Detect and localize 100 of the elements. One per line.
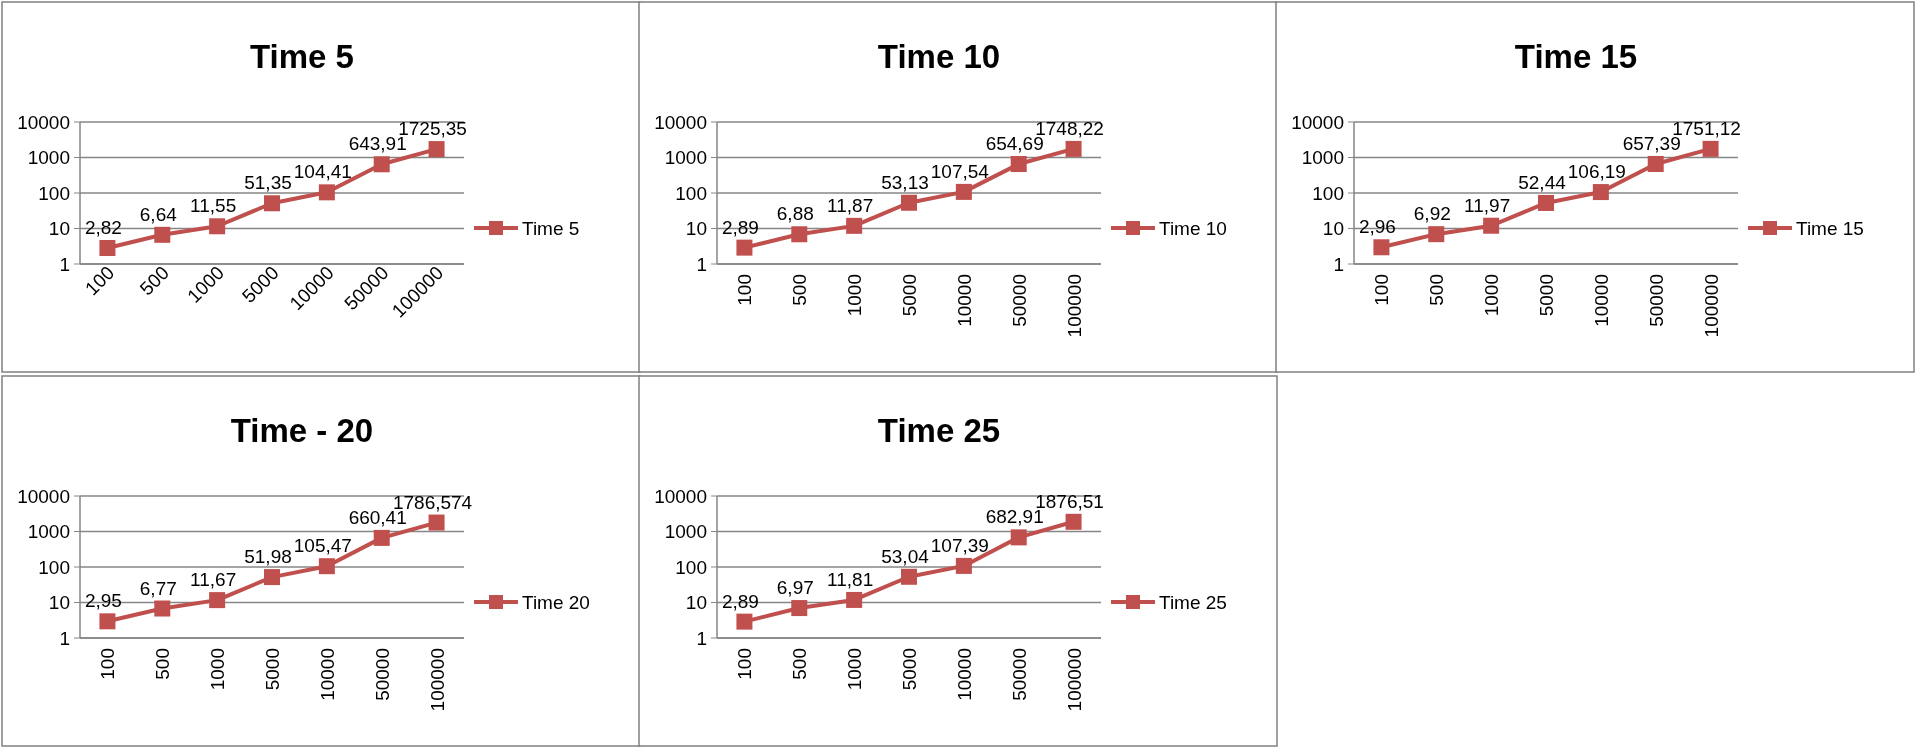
point [955, 557, 972, 574]
data-label: 2,89 [721, 590, 759, 612]
y-tick-label: 100 [1312, 182, 1344, 204]
data-label: 53,13 [881, 171, 929, 193]
point [1010, 529, 1027, 546]
x-tick-label: 5000 [899, 648, 920, 691]
y-tick-label: 10000 [654, 111, 707, 133]
x-tick-label: 100000 [426, 648, 448, 712]
data-label: 52,44 [1518, 171, 1567, 193]
data-label: 1876,51 [1035, 490, 1104, 512]
x-tick-label: 100 [1371, 274, 1393, 306]
data-label: 107,54 [930, 160, 990, 182]
data-label: 6,88 [776, 203, 814, 225]
x-tick-label: 500 [789, 274, 811, 306]
point [264, 195, 280, 212]
data-label: 11,67 [190, 569, 237, 591]
legend-label: Time 15 [1796, 217, 1864, 239]
x-tick-label: 5000 [1536, 274, 1557, 317]
x-tick-label: 10000 [953, 274, 975, 327]
point [736, 613, 753, 630]
data-label: 6,64 [139, 203, 178, 225]
y-tick-label: 10000 [17, 111, 70, 133]
y-tick-label: 1000 [27, 521, 70, 543]
point [1538, 194, 1554, 211]
data-label: 51,35 [244, 172, 292, 194]
point [791, 600, 808, 617]
x-tick-label: 50000 [371, 648, 393, 701]
point [1428, 226, 1445, 243]
x-tick-label: 500 [152, 648, 174, 680]
x-tick-label: 50000 [1645, 274, 1667, 327]
data-label: 11,81 [827, 568, 874, 590]
y-tick-label: 100 [38, 556, 70, 578]
data-label: 107,39 [930, 534, 989, 556]
y-tick-label: 1 [59, 627, 70, 649]
point [154, 600, 171, 617]
data-label: 11,55 [190, 195, 237, 217]
y-tick-label: 10000 [17, 485, 70, 507]
data-label: 2,82 [84, 217, 122, 239]
data-label: 6,97 [776, 577, 814, 599]
data-label: 6,77 [139, 577, 177, 599]
point [791, 226, 808, 243]
y-tick-label: 10 [1322, 218, 1344, 240]
y-tick-label: 10 [685, 218, 707, 240]
point [1702, 140, 1719, 157]
y-tick-label: 1000 [664, 147, 707, 169]
data-label: 11,87 [827, 194, 874, 216]
point [373, 529, 390, 546]
point [318, 558, 335, 575]
x-tick-label: 500 [789, 648, 811, 680]
x-tick-label: 100 [734, 274, 756, 306]
y-tick-label: 10 [48, 218, 70, 240]
x-tick-label: 50000 [1008, 648, 1030, 701]
legend-label: Time 10 [1159, 217, 1227, 239]
x-tick-label: 5000 [262, 648, 283, 691]
legend-label: Time 20 [522, 591, 590, 613]
x-tick-label: 5000 [899, 274, 920, 317]
data-label: 51,98 [244, 546, 292, 568]
y-tick-label: 1 [696, 253, 707, 275]
point [209, 218, 226, 235]
x-tick-label: 10000 [316, 648, 338, 701]
point [955, 183, 972, 200]
x-tick-label: 100000 [1063, 648, 1085, 712]
y-tick-label: 1 [1333, 253, 1344, 275]
legend-label: Time 5 [522, 217, 580, 239]
point [318, 184, 335, 201]
data-label: 104,41 [293, 161, 352, 183]
point [1647, 155, 1664, 172]
x-tick-label: 100000 [1063, 274, 1085, 338]
data-label: 53,04 [881, 545, 930, 567]
x-tick-label: 500 [1426, 274, 1448, 306]
y-tick-label: 1 [59, 253, 70, 275]
data-label: 105,47 [293, 535, 352, 557]
chart-title: Time 15 [1514, 38, 1638, 75]
y-tick-label: 100 [675, 556, 707, 578]
x-tick-label: 100 [734, 648, 756, 680]
y-tick-label: 1000 [27, 147, 70, 169]
y-tick-label: 10000 [1291, 111, 1344, 133]
x-tick-label: 10000 [1590, 274, 1612, 327]
data-label: 106,19 [1567, 161, 1626, 183]
y-tick-label: 1000 [664, 521, 707, 543]
data-label: 2,89 [721, 216, 759, 238]
y-tick-label: 1000 [1301, 147, 1344, 169]
x-tick-label: 100000 [1700, 274, 1722, 338]
data-label: 2,95 [84, 590, 122, 612]
point [1010, 156, 1027, 173]
point [736, 239, 753, 256]
y-tick-label: 10000 [654, 485, 707, 507]
y-tick-label: 10 [685, 592, 707, 614]
chart-title: Time 5 [250, 38, 354, 75]
data-label: 2,96 [1358, 216, 1396, 238]
y-tick-label: 100 [675, 182, 707, 204]
point [901, 194, 917, 211]
point [1373, 239, 1390, 256]
point [373, 156, 390, 173]
point [901, 568, 917, 585]
x-tick-label: 50000 [1008, 274, 1030, 327]
legend-label: Time 25 [1159, 591, 1227, 613]
x-tick-label: 100 [97, 648, 119, 680]
point [99, 240, 116, 257]
point [264, 569, 280, 586]
